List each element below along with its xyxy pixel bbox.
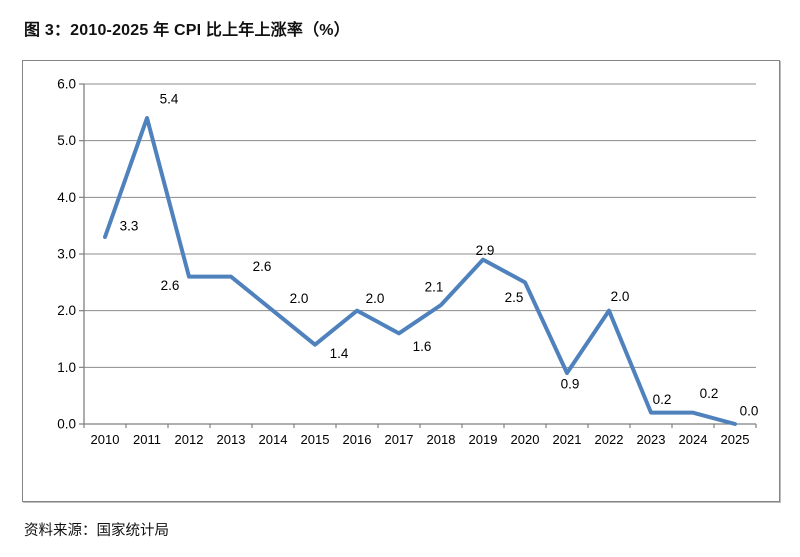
- x-tick-label: 2019: [469, 432, 498, 447]
- data-label: 0.2: [700, 386, 719, 401]
- x-tick-label: 2024: [679, 432, 708, 447]
- data-label: 1.6: [413, 339, 432, 354]
- cpi-line-chart: 0.0 1.0 2.0 3.0 4.0 5.0 6.0 2010 2011 2012 2013 201…: [57, 77, 759, 448]
- x-tick-label: 2016: [343, 432, 372, 447]
- x-tick-label: 2011: [133, 432, 161, 447]
- x-tick-label: 2018: [427, 432, 456, 447]
- y-tick-label: 6.0: [57, 77, 76, 92]
- data-label: 2.0: [611, 289, 630, 304]
- source-note: 资料来源：国家统计局: [24, 523, 169, 539]
- figure-title: 图 3：2010-2025 年 CPI 比上年上涨率（%）: [24, 22, 350, 39]
- data-label: 5.4: [160, 92, 179, 107]
- data-label: 2.1: [425, 280, 444, 295]
- data-label: 1.4: [330, 346, 349, 361]
- y-tick-label: 4.0: [57, 190, 76, 205]
- data-label: 2.6: [253, 259, 272, 274]
- data-label: 2.6: [161, 278, 180, 293]
- x-tick-label: 2013: [217, 432, 246, 447]
- x-tick-label: 2017: [385, 432, 414, 447]
- x-tick-label: 2012: [175, 432, 204, 447]
- x-tick-label: 2025: [721, 432, 750, 447]
- chart-area: 0.0 1.0 2.0 3.0 4.0 5.0 6.0 2010 2011 2012 2013 201…: [22, 60, 780, 502]
- data-label: 2.0: [290, 291, 309, 306]
- x-tick-label: 2020: [511, 432, 540, 447]
- x-tick-label: 2022: [595, 432, 624, 447]
- data-label: 0.9: [561, 377, 580, 392]
- data-label: 0.0: [740, 404, 759, 419]
- y-tick-label: 5.0: [57, 133, 76, 148]
- x-tick-label: 2021: [553, 432, 582, 447]
- x-tick-label: 2014: [259, 432, 288, 447]
- x-tick-label: 2015: [301, 432, 330, 447]
- data-label: 2.9: [476, 243, 495, 258]
- data-label: 2.0: [366, 291, 385, 306]
- cpi-line-series: [103, 116, 737, 426]
- data-label: 0.2: [653, 392, 672, 407]
- data-label: 3.3: [120, 219, 139, 234]
- y-tick-label: 2.0: [57, 303, 76, 318]
- y-tick-label: 0.0: [57, 417, 76, 432]
- data-label: 2.5: [505, 290, 524, 305]
- y-tick-label: 3.0: [57, 247, 76, 262]
- y-tick-label: 1.0: [57, 360, 76, 375]
- x-tick-label: 2010: [91, 432, 120, 447]
- x-tick-label: 2023: [637, 432, 666, 447]
